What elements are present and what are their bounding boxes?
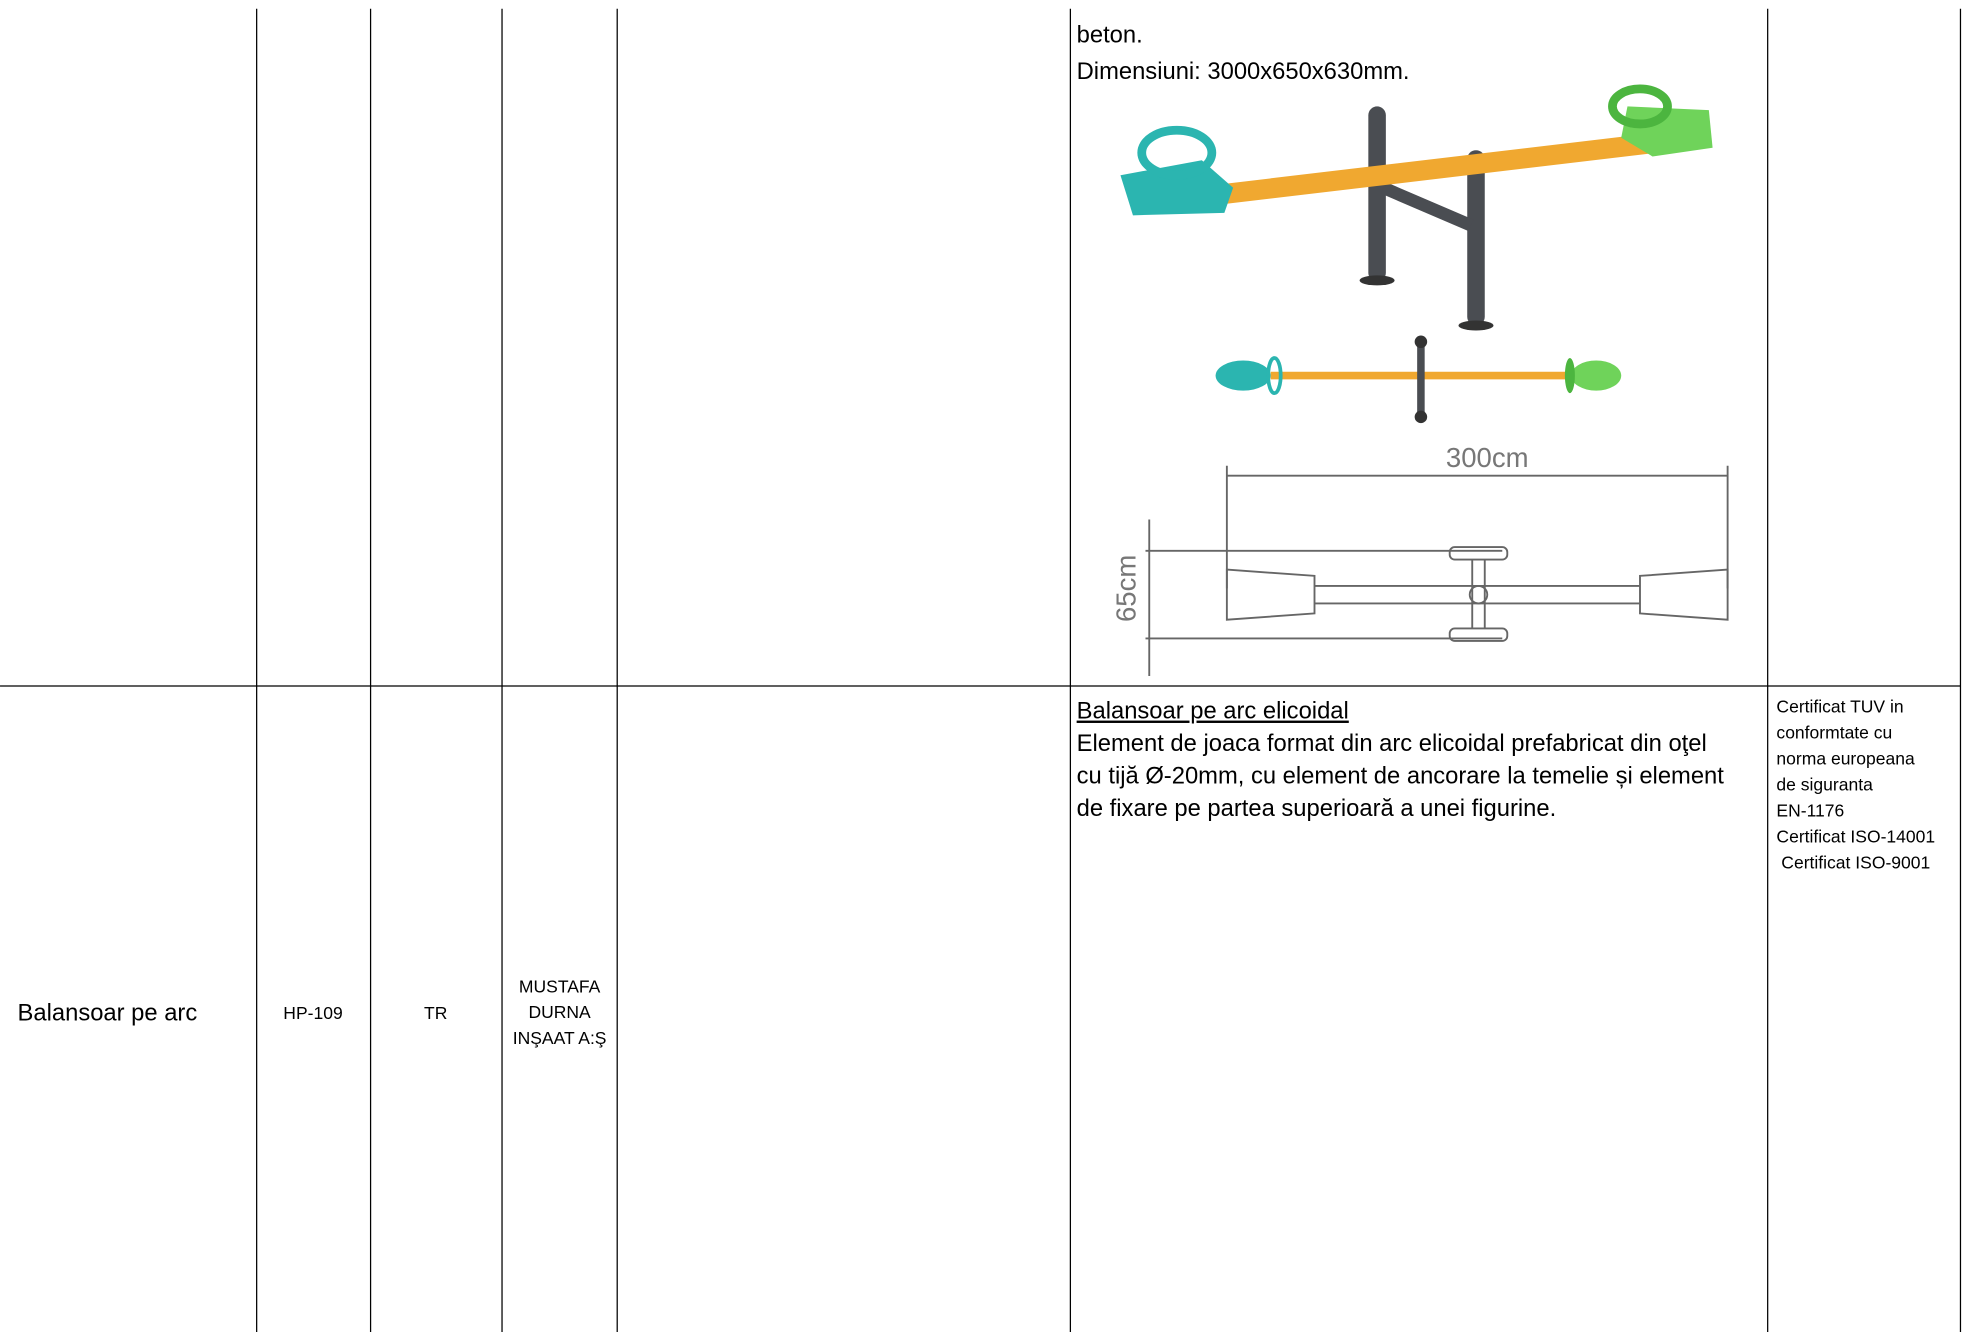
certificate-line: EN-1176 — [1776, 800, 1844, 820]
certificate-line: de siguranta — [1776, 774, 1873, 794]
image-label: 65cm — [1110, 555, 1141, 622]
description-line: Element de joaca format din arc elicoida… — [1077, 730, 1707, 757]
certificate-line: conformtate cu — [1776, 722, 1892, 742]
product-image: 300cm 65cm — [1110, 84, 1729, 677]
description-line: beton. — [1077, 22, 1143, 49]
description-line: cu tijă Ø-20mm, cu element de ancorare l… — [1077, 763, 1725, 790]
description-line: de fixare pe partea superioară a unei fi… — [1077, 795, 1557, 822]
product-code: HP-109 — [283, 1003, 342, 1023]
certificate-line: Certificat ISO-14001 — [1776, 827, 1935, 847]
producer-line: INŞAAT A:Ş — [513, 1028, 607, 1048]
certificate-line: Certificat TUV in — [1776, 696, 1903, 716]
certificate-line: Certificat ISO-9001 — [1776, 853, 1930, 873]
description-line: Dimensiuni: 3000x650x630mm. — [1077, 58, 1410, 85]
producer-line: DURNA — [528, 1002, 591, 1022]
product-name: Balansoar pe arc — [18, 999, 198, 1026]
description-title: Balansoar pe arc elicoidal — [1077, 698, 1349, 725]
table-grid — [0, 8, 1962, 1332]
certificates: Certificat TUV in conformtate cu norma eur… — [1776, 696, 1935, 872]
producer-line: MUSTAFA — [519, 977, 601, 997]
certificate-line: norma europeana — [1776, 748, 1915, 768]
origin: TR — [424, 1003, 447, 1023]
image-label: 300cm — [1446, 442, 1529, 473]
